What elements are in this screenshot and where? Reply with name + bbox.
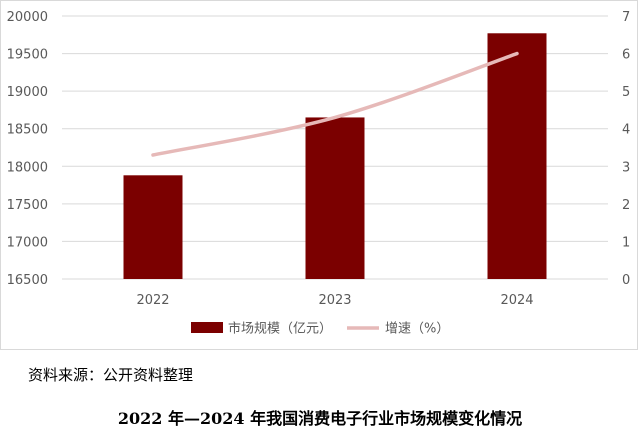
y-left-tick-label: 20000 [7, 10, 48, 25]
bar-2024 [487, 33, 547, 280]
legend-swatch-market-size [191, 322, 223, 333]
y-left-tick-label: 19000 [7, 85, 48, 100]
combo-chart: 16500 17000 17500 18000 18500 19000 19500 20000… [7, 10, 631, 337]
y-left-tick-label: 17000 [7, 235, 48, 250]
x-tick-label: 2022 [136, 293, 169, 308]
y-right-tick-label: 5 [622, 85, 630, 100]
figure-caption: 2022 年—2024 年我国消费电子行业市场规模变化情况 [117, 409, 523, 428]
legend-label-growth-rate: 增速（%） [385, 322, 449, 337]
y-left-tick-label: 18000 [7, 160, 48, 175]
y-left-tick-label: 16500 [7, 273, 48, 288]
y-right-tick-label: 3 [622, 160, 630, 175]
y-right-tick-label: 7 [622, 10, 630, 25]
x-tick-label: 2023 [318, 293, 351, 308]
y-right-tick-label: 2 [622, 198, 630, 213]
source-note: 资料来源：公开资料整理 [28, 366, 194, 384]
y-right-tick-label: 6 [622, 48, 630, 63]
y-left-tick-label: 18500 [7, 123, 48, 138]
x-tick-label: 2024 [500, 293, 533, 308]
y-right-tick-label: 0 [622, 273, 630, 288]
bar-2023 [305, 117, 365, 279]
chart-frame [0, 0, 638, 350]
bar-2022 [123, 175, 183, 279]
legend-label-market-size: 市场规模（亿元） [228, 321, 332, 337]
y-left-tick-label: 19500 [7, 48, 48, 63]
y-right-tick-label: 1 [622, 235, 630, 250]
y-right-tick-label: 4 [622, 123, 630, 138]
y-left-tick-label: 17500 [7, 198, 48, 213]
